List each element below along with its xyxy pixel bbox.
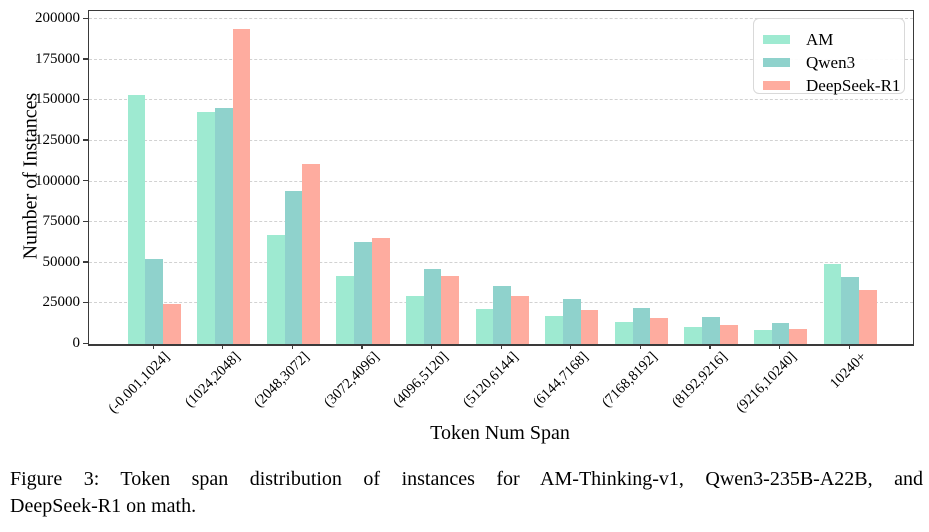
legend-item-qwen3: Qwen3	[763, 51, 904, 74]
figure-caption: Figure 3: Token span distribution of ins…	[10, 466, 923, 519]
y-tick-label: 25000	[42, 294, 81, 311]
legend-swatch-qwen3	[763, 58, 790, 67]
y-tick-mark	[83, 58, 88, 60]
x-tick-mark	[778, 344, 781, 349]
x-tick-mark	[430, 344, 433, 349]
y-tick-label: 50000	[42, 253, 81, 270]
legend-label: Qwen3	[806, 52, 856, 72]
y-tick-label: 100000	[35, 172, 80, 189]
y-tick-label: 150000	[35, 91, 80, 108]
bar-qwen3-9	[771, 323, 790, 344]
x-tick-label: (2048,3072]	[250, 349, 313, 411]
bar-deepseek-r1-4	[441, 275, 460, 344]
x-axis-title: Token Num Span	[430, 422, 570, 444]
x-tick-mark	[152, 344, 154, 349]
y-axis-title: Number of Instances	[19, 92, 42, 260]
legend-swatch-deepseek-r1	[763, 81, 790, 90]
bar-deepseek-r1-0	[163, 304, 181, 344]
y-tick-mark	[83, 301, 88, 304]
bar-am-9	[754, 330, 772, 344]
bar-qwen3-2	[284, 191, 303, 344]
x-tick-mark	[639, 344, 642, 349]
x-tick-label: (6144,7168]	[529, 349, 592, 411]
x-tick-mark	[848, 344, 850, 349]
bar-qwen3-0	[145, 258, 164, 344]
y-tick-mark	[83, 220, 88, 223]
bar-qwen3-3	[354, 242, 372, 344]
bar-deepseek-r1-3	[371, 238, 390, 344]
legend-label: AM	[806, 29, 834, 49]
x-tick-mark	[361, 344, 363, 349]
bar-qwen3-10	[841, 276, 860, 344]
bar-deepseek-r1-6	[580, 309, 599, 344]
bar-am-6	[545, 316, 563, 344]
bar-deepseek-r1-7	[650, 318, 668, 344]
y-tick-mark	[83, 180, 88, 182]
x-tick-label: (7168,8192]	[598, 349, 661, 411]
y-tick-mark	[83, 98, 88, 101]
y-tick-label: 0	[72, 335, 81, 351]
bar-qwen3-4	[423, 269, 442, 344]
bar-deepseek-r1-8	[719, 324, 738, 344]
legend-item-am: AM	[763, 28, 904, 51]
x-tick-mark	[709, 344, 711, 349]
bar-am-3	[336, 275, 355, 344]
legend: AM Qwen3 DeepSeek-R1	[753, 18, 905, 97]
gridline	[89, 99, 913, 101]
x-tick-label: 10240+	[826, 349, 870, 392]
x-tick-label: (9216,10240]	[733, 349, 800, 416]
bar-qwen3-6	[562, 299, 581, 344]
bar-deepseek-r1-10	[859, 290, 877, 344]
caption-line-1: Figure 3: Token span distribution of ins…	[10, 468, 923, 490]
bar-qwen3-7	[632, 308, 651, 344]
legend-label: DeepSeek-R1	[806, 75, 901, 95]
x-tick-label: (8192,9216]	[668, 349, 731, 411]
bar-am-0	[127, 95, 146, 344]
legend-swatch-am	[763, 35, 790, 44]
y-tick-label: 175000	[35, 50, 80, 67]
x-tick-mark	[570, 344, 572, 349]
caption-line-2: DeepSeek-R1 on math.	[10, 494, 197, 517]
bar-am-1	[197, 111, 215, 344]
y-tick-mark	[83, 139, 88, 141]
y-tick-mark	[83, 17, 88, 19]
gridline	[89, 58, 913, 60]
bar-am-5	[475, 309, 494, 344]
x-tick-label: (5120,6144]	[459, 349, 522, 411]
x-tick-label: (4096,5120]	[390, 349, 452, 411]
bar-am-8	[684, 326, 703, 344]
bar-am-7	[614, 322, 633, 344]
bar-qwen3-8	[702, 316, 720, 344]
y-tick-mark	[83, 261, 88, 263]
y-tick-label: 200000	[35, 10, 80, 27]
legend-item-deepseek-r1: DeepSeek-R1	[763, 74, 904, 97]
bar-qwen3-1	[214, 108, 233, 344]
y-tick-mark	[83, 342, 88, 344]
gridline	[89, 261, 913, 263]
x-tick-label: (1024,2048]	[181, 349, 244, 411]
gridline	[89, 180, 913, 182]
bar-am-10	[823, 264, 842, 344]
bar-am-4	[406, 296, 424, 344]
y-tick-label: 125000	[35, 131, 80, 148]
gridline	[89, 221, 913, 223]
gridline	[89, 139, 913, 141]
y-tick-label: 75000	[42, 213, 81, 230]
x-tick-mark	[222, 344, 224, 349]
bar-deepseek-r1-2	[302, 163, 320, 344]
x-tick-label: (3072,4096]	[320, 349, 383, 411]
bar-qwen3-5	[493, 285, 512, 344]
x-tick-label: (-0.001,1024]	[105, 349, 174, 417]
x-tick-mark	[500, 344, 502, 349]
gridline	[89, 18, 913, 20]
bar-deepseek-r1-5	[511, 296, 529, 344]
bar-deepseek-r1-1	[232, 28, 251, 344]
bar-deepseek-r1-9	[789, 329, 808, 344]
x-tick-mark	[291, 344, 294, 349]
bar-am-2	[266, 235, 285, 344]
